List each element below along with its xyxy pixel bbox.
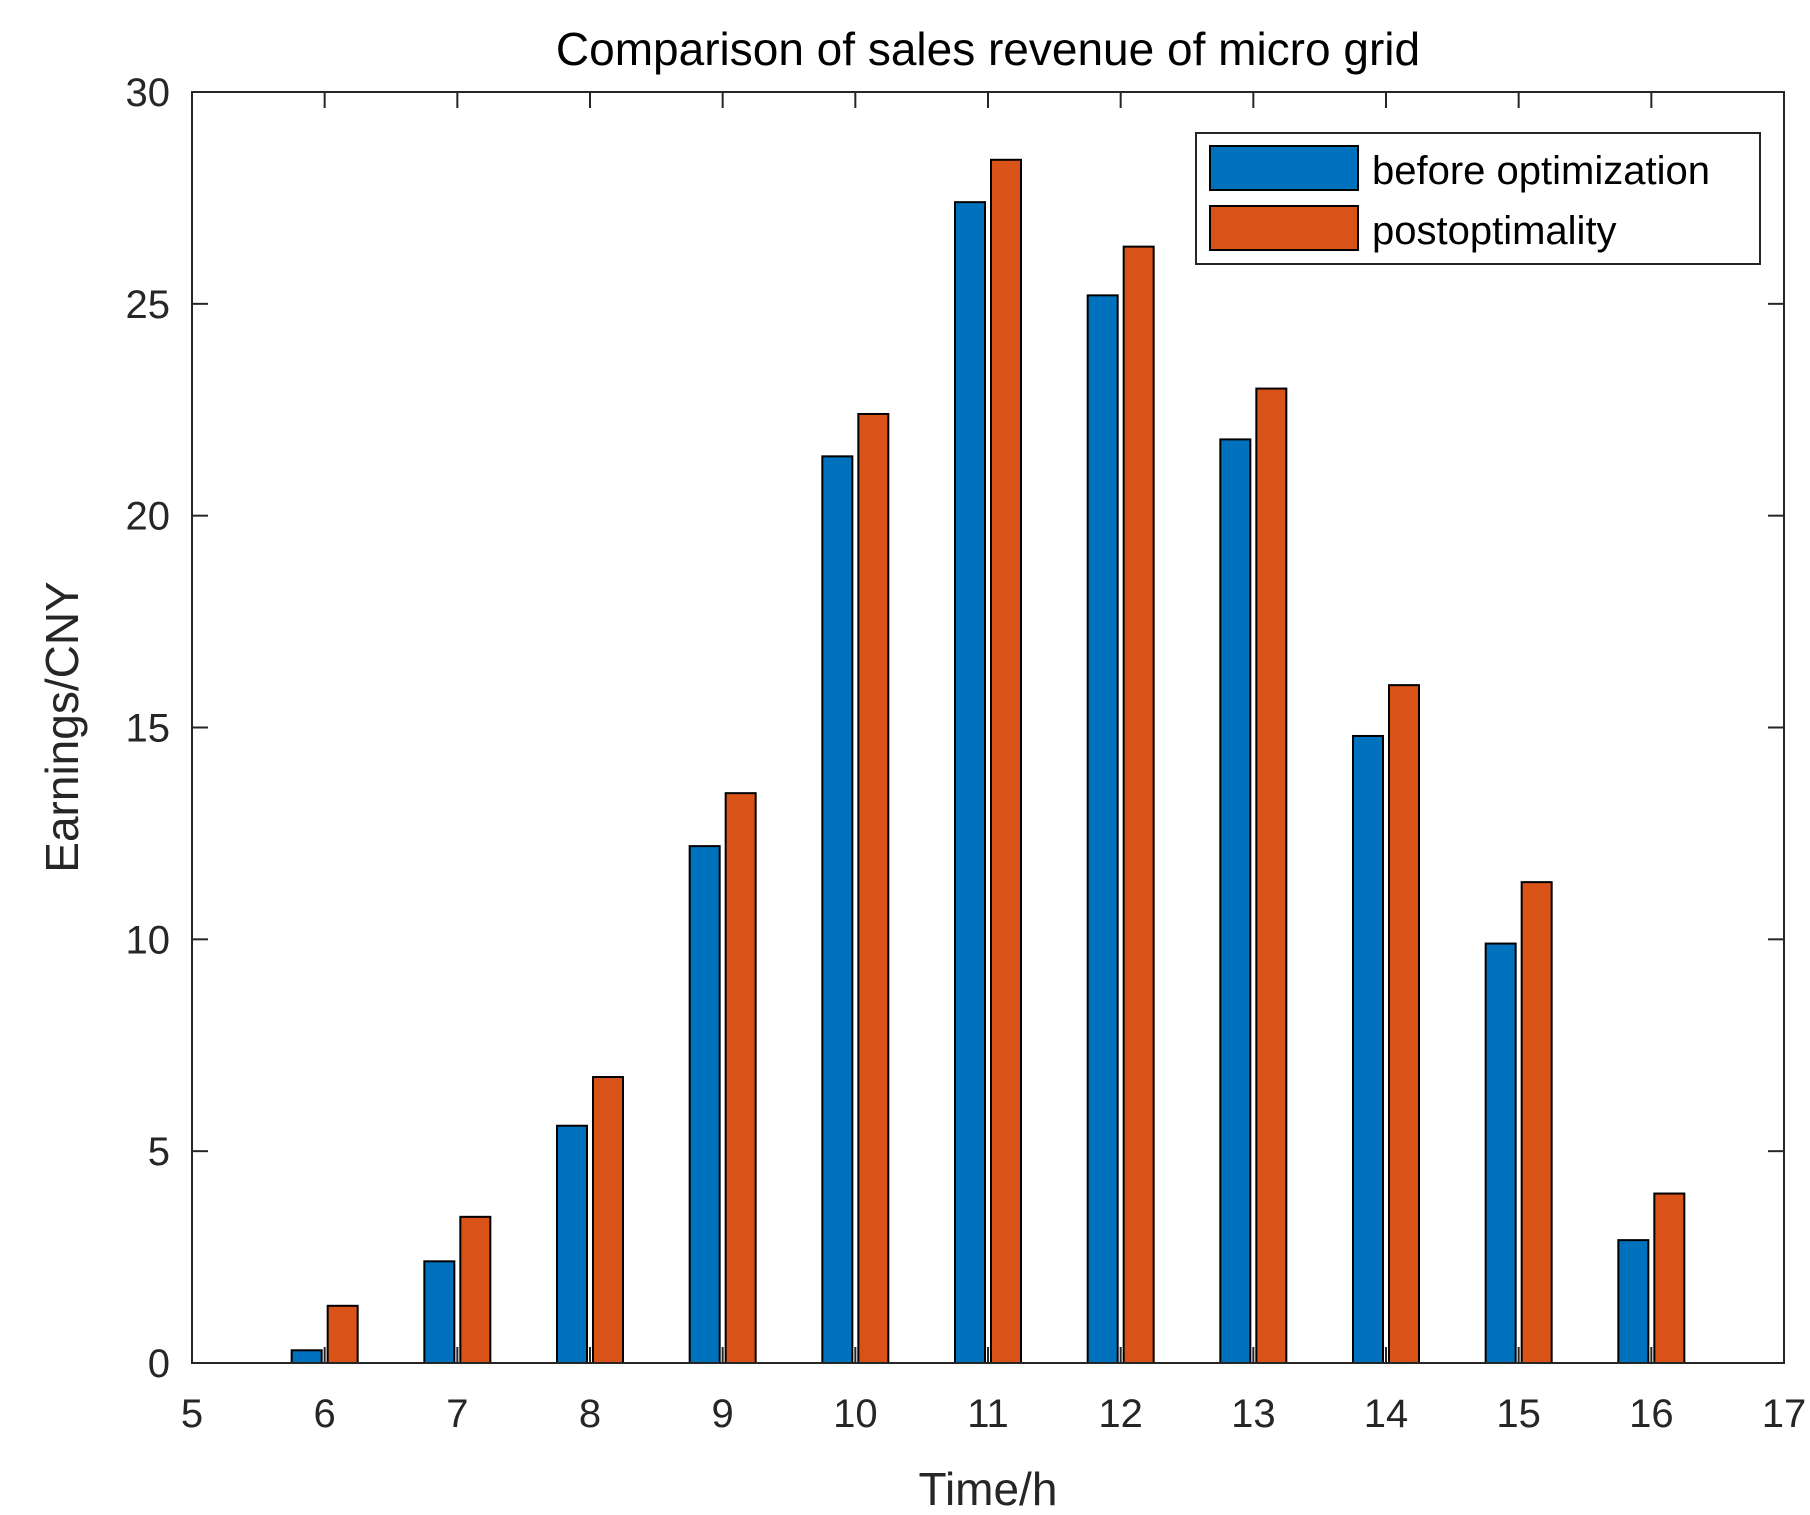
bar-postoptimality-16 (1653, 1192, 1686, 1364)
x-tick-labels: 5 6 7 8 9 10 11 12 13 14 15 16 17 (181, 1392, 1806, 1436)
x-tick-label-13: 13 (1231, 1392, 1276, 1436)
legend-swatch-postoptimality (1209, 205, 1359, 251)
legend: before optimization postoptimality (1195, 132, 1761, 265)
x-tick-label-11: 11 (967, 1392, 1009, 1436)
y-tick-label-30: 30 (126, 71, 171, 115)
bar-before-optimization-16 (1617, 1239, 1650, 1365)
bar-postoptimality-8 (592, 1076, 624, 1365)
bars-layer (290, 158, 1686, 1365)
x-tick-label-15: 15 (1496, 1392, 1541, 1436)
x-tick-label-6: 6 (314, 1392, 336, 1436)
y-tick-label-15: 15 (126, 707, 171, 751)
bar-before-optimization-9 (688, 845, 721, 1364)
bar-postoptimality-14 (1388, 684, 1420, 1364)
y-tick-label-0: 0 (148, 1342, 170, 1386)
bar-before-optimization-14 (1352, 734, 1384, 1364)
x-tick-label-5: 5 (181, 1392, 203, 1436)
x-tick-label-7: 7 (446, 1392, 468, 1436)
bar-before-optimization-7 (423, 1260, 456, 1364)
y-tick-label-25: 25 (126, 283, 171, 327)
axis-ticks (191, 91, 1785, 1364)
y-tick-label-10: 10 (126, 918, 171, 962)
bar-postoptimality-10 (857, 412, 890, 1364)
bar-before-optimization-11 (954, 201, 986, 1365)
bar-before-optimization-12 (1086, 294, 1119, 1364)
x-axis-label: Time/h (919, 1463, 1058, 1515)
bar-before-optimization-15 (1484, 942, 1517, 1364)
y-tick-labels: 0 5 10 15 20 25 30 (126, 71, 171, 1386)
x-tick-label-10: 10 (833, 1392, 878, 1436)
bar-before-optimization-8 (556, 1124, 588, 1365)
bar-before-optimization-13 (1219, 438, 1252, 1364)
x-tick-label-16: 16 (1629, 1392, 1674, 1436)
bar-before-optimization-10 (821, 455, 854, 1364)
bar-postoptimality-6 (326, 1304, 359, 1365)
x-tick-label-17: 17 (1762, 1392, 1807, 1436)
bar-postoptimality-11 (990, 158, 1022, 1365)
bar-before-optimization-6 (290, 1349, 323, 1365)
bar-postoptimality-9 (724, 792, 757, 1364)
y-tick-label-5: 5 (148, 1130, 170, 1174)
legend-label-postoptimality: postoptimality (1372, 209, 1617, 253)
legend-label-before-optimization: before optimization (1372, 149, 1710, 193)
bar-postoptimality-15 (1520, 881, 1553, 1364)
bar-postoptimality-12 (1122, 245, 1155, 1365)
x-tick-label-8: 8 (579, 1392, 601, 1436)
y-tick-label-20: 20 (126, 495, 171, 539)
x-tick-label-12: 12 (1098, 1392, 1143, 1436)
bar-postoptimality-13 (1255, 387, 1288, 1365)
y-axis-label: Earnings/CNY (36, 581, 88, 872)
chart-title: Comparison of sales revenue of micro gri… (556, 23, 1420, 75)
x-tick-label-14: 14 (1364, 1392, 1409, 1436)
legend-swatch-before-optimization (1209, 145, 1359, 191)
x-tick-label-9: 9 (712, 1392, 734, 1436)
bar-postoptimality-7 (459, 1215, 492, 1364)
